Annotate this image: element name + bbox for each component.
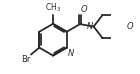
Text: Br: Br xyxy=(21,55,30,64)
Text: O: O xyxy=(126,22,133,31)
Text: N: N xyxy=(87,22,93,31)
Text: N: N xyxy=(68,49,74,58)
Text: O: O xyxy=(80,5,87,14)
Text: CH$_3$: CH$_3$ xyxy=(45,2,61,14)
